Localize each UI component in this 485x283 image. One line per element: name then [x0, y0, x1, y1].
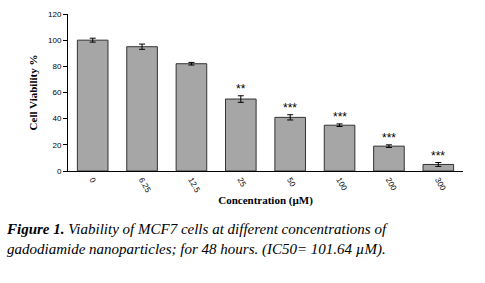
svg-text:120: 120 — [48, 10, 62, 19]
svg-text:Cell Viability %: Cell Viability % — [27, 55, 39, 131]
svg-text:100: 100 — [48, 36, 62, 45]
svg-text:Concentration (µM): Concentration (µM) — [218, 194, 313, 207]
svg-text:50: 50 — [285, 176, 298, 189]
svg-text:100: 100 — [334, 176, 349, 193]
svg-text:**: ** — [236, 82, 246, 96]
svg-text:***: *** — [283, 101, 297, 115]
svg-text:***: *** — [382, 131, 396, 145]
svg-text:25: 25 — [236, 176, 249, 189]
svg-text:Figure 1. Viability of MCF7 ce: Figure 1. Viability of MCF7 cells at dif… — [6, 221, 388, 258]
svg-text:12.5: 12.5 — [186, 176, 202, 194]
svg-text:***: *** — [431, 149, 445, 163]
svg-text:60: 60 — [52, 88, 61, 97]
svg-text:0: 0 — [57, 167, 62, 176]
svg-text:0: 0 — [87, 176, 97, 185]
svg-text:80: 80 — [52, 62, 61, 71]
svg-text:200: 200 — [384, 176, 399, 193]
svg-text:***: *** — [333, 110, 347, 124]
svg-text:6.25: 6.25 — [137, 176, 153, 194]
svg-text:40: 40 — [52, 114, 61, 123]
svg-text:20: 20 — [52, 141, 61, 150]
svg-text:300: 300 — [433, 176, 448, 193]
